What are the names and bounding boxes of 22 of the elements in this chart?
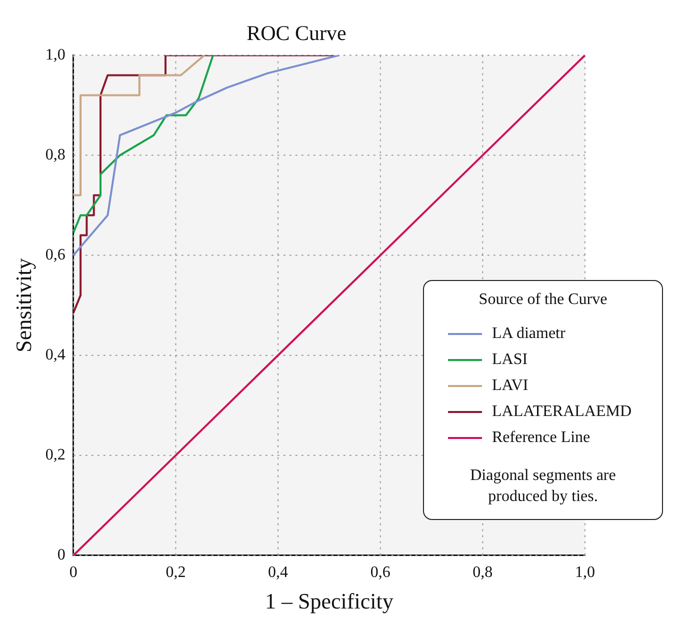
y-tick-label: 0,2 — [45, 446, 66, 464]
x-tick-label: 0 — [69, 564, 78, 582]
legend-label: Reference Line — [492, 429, 590, 447]
legend-title: Source of the Curve — [478, 291, 608, 309]
x-tick-label: 0,2 — [166, 564, 186, 582]
legend-label: LALATERALAEMD — [492, 403, 632, 421]
legend-label: LAVI — [492, 377, 528, 395]
y-axis-title: Sensitivity — [10, 258, 36, 352]
x-axis-title: 1 – Specificity — [265, 588, 394, 614]
y-tick-label: 0,4 — [45, 346, 66, 364]
legend-label: LASI — [492, 351, 528, 369]
x-tick-label: 0,6 — [370, 564, 390, 582]
y-tick-label: 0 — [57, 546, 66, 564]
x-tick-label: 1,0 — [575, 564, 595, 582]
y-tick-label: 1,0 — [45, 46, 66, 64]
legend-label: LA diametr — [492, 325, 566, 343]
x-tick-label: 0,4 — [268, 564, 288, 582]
y-tick-label: 0,6 — [45, 246, 66, 264]
annotation: Diagonal segments are produced by ties. — [469, 466, 617, 507]
y-tick-label: 0,8 — [45, 146, 66, 164]
chart-title: ROC Curve — [246, 21, 346, 46]
x-tick-label: 0,8 — [472, 564, 493, 582]
